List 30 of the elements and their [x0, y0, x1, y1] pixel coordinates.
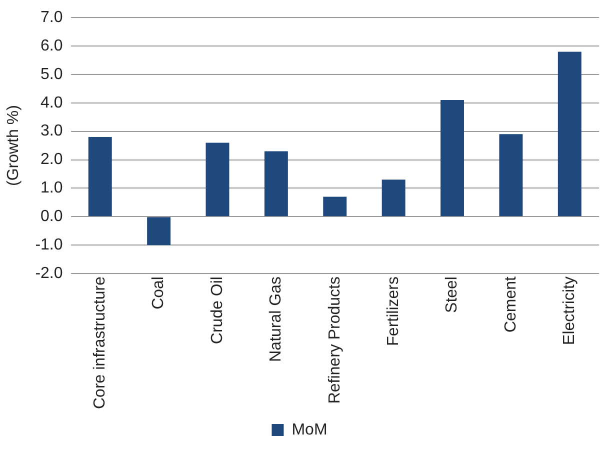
x-tick-label: Natural Gas	[268, 276, 285, 362]
x-tick-label: Coal	[150, 276, 168, 310]
y-tick-label: -2.0	[35, 264, 63, 282]
y-tick-label: 5.0	[40, 66, 63, 83]
bar	[264, 151, 288, 216]
y-tick-label: 7.0	[40, 9, 63, 26]
bar	[206, 142, 230, 216]
x-tick-label: Refinery Products	[326, 276, 344, 404]
y-tick-label: 6.0	[40, 37, 63, 54]
bar	[382, 180, 406, 216]
y-tick-label: 3.0	[40, 122, 63, 140]
bar	[440, 100, 464, 216]
x-tick-label: Crude Oil	[208, 276, 226, 344]
x-tick-label: Electricity	[561, 276, 578, 345]
bar	[558, 52, 582, 216]
y-axis-title: (Growth %)	[5, 105, 22, 186]
y-tick-label: -1.0	[35, 236, 63, 254]
bar	[499, 134, 523, 216]
y-tick-label: 0.0	[40, 208, 63, 226]
y-tick-label: 1.0	[40, 180, 63, 197]
x-tick-label: Cement	[502, 276, 520, 333]
bar	[147, 217, 171, 246]
bar	[323, 196, 347, 216]
x-tick-label: Fertilizers	[384, 276, 402, 346]
y-tick-label: 4.0	[40, 94, 63, 112]
y-tick-label: 2.0	[40, 151, 63, 168]
bar	[88, 137, 112, 216]
legend-label: MoM	[292, 421, 328, 438]
x-tick-label: Steel	[444, 276, 461, 313]
x-tick-label: Core infrastructure	[92, 276, 109, 410]
